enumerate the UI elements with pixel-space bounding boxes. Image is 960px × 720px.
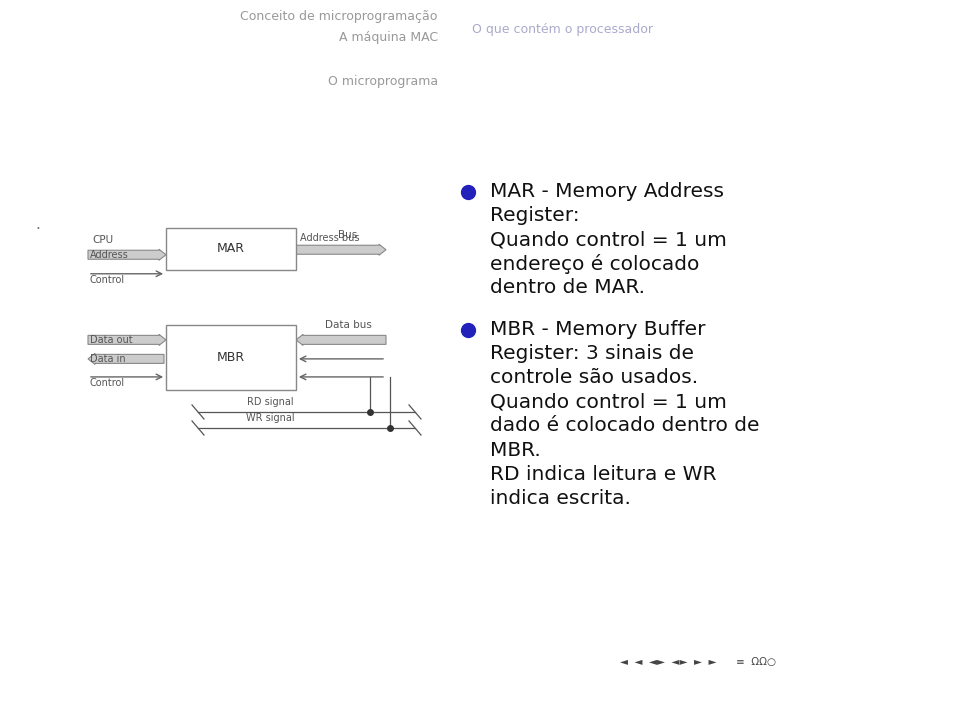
- Text: Conceito de microprogramação: Conceito de microprogramação: [240, 10, 438, 23]
- Text: Control: Control: [90, 275, 125, 285]
- Text: MBR: MBR: [217, 351, 245, 364]
- Text: A máquina MAC: A máquina MAC: [339, 31, 438, 44]
- FancyBboxPatch shape: [166, 228, 296, 270]
- Text: ◄  ◄  ◄►  ◄►  ►  ►      ≡  ΩΩ○: ◄ ◄ ◄► ◄► ► ► ≡ ΩΩ○: [620, 657, 776, 667]
- FancyArrow shape: [296, 244, 386, 256]
- Text: MAR: MAR: [217, 242, 245, 255]
- Text: Data out: Data out: [90, 335, 132, 345]
- FancyArrow shape: [88, 354, 164, 364]
- Text: A arquitetura MIC: A arquitetura MIC: [313, 53, 438, 66]
- Text: Register:: Register:: [490, 206, 580, 225]
- Text: dentro de MAR.: dentro de MAR.: [490, 279, 645, 297]
- Text: O que contém o processador: O que contém o processador: [471, 24, 653, 37]
- FancyBboxPatch shape: [166, 325, 296, 390]
- Text: Register: 3 sinais de: Register: 3 sinais de: [490, 344, 694, 364]
- Text: O microprograma: O microprograma: [327, 75, 438, 88]
- FancyArrow shape: [88, 249, 166, 260]
- Text: MAR - Memory Address: MAR - Memory Address: [490, 182, 724, 201]
- Text: MBR - Memory Buffer: MBR - Memory Buffer: [490, 320, 706, 339]
- Text: Bus: Bus: [338, 230, 358, 240]
- Text: CISC - Complex Instruction Set Computer: CISC - Complex Instruction Set Computer: [490, 690, 776, 705]
- Text: Quando control = 1 um: Quando control = 1 um: [490, 230, 727, 249]
- Text: Control: Control: [90, 378, 125, 388]
- Text: WR signal: WR signal: [246, 413, 295, 423]
- Text: controle são usados.: controle são usados.: [490, 369, 698, 387]
- FancyArrow shape: [296, 334, 386, 346]
- Text: MBR.: MBR.: [490, 441, 540, 459]
- Text: Data in: Data in: [90, 354, 126, 364]
- Text: Quando control = 1 um: Quando control = 1 um: [490, 392, 727, 411]
- Text: Sinais de controle de MAR e MBR: Sinais de controle de MAR e MBR: [17, 107, 640, 139]
- Text: Data bus: Data bus: [324, 320, 372, 330]
- Text: endereço é colocado: endereço é colocado: [490, 253, 700, 274]
- Text: Sinais de controle: Sinais de controle: [471, 61, 597, 74]
- Text: Address: Address: [90, 250, 129, 260]
- Text: RD signal: RD signal: [247, 397, 294, 407]
- Text: dado é colocado dentro de: dado é colocado dentro de: [490, 416, 759, 436]
- Text: Address bus: Address bus: [300, 233, 359, 243]
- FancyArrow shape: [88, 334, 166, 346]
- Text: .: .: [35, 217, 40, 233]
- Text: CPU: CPU: [92, 235, 113, 245]
- Text: RD indica leitura e WR: RD indica leitura e WR: [490, 464, 716, 484]
- Text: MAC 412- Organização de Computadores - Siang W. Song: MAC 412- Organização de Computadores - S…: [10, 690, 409, 705]
- Text: indica escrita.: indica escrita.: [490, 489, 631, 508]
